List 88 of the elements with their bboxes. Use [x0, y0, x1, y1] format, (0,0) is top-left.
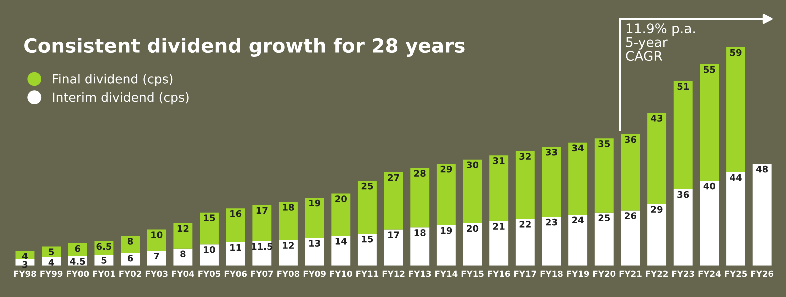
- data-label: 51: [678, 83, 690, 90]
- x-tick-label: FY01: [93, 270, 116, 278]
- data-label: 40: [704, 182, 716, 190]
- data-label: 22: [520, 221, 531, 228]
- data-label: 13: [310, 240, 320, 247]
- x-tick-label: FY18: [540, 270, 563, 278]
- data-label: 20: [336, 196, 347, 202]
- data-label: 4.5: [70, 258, 86, 265]
- data-label: 18: [414, 230, 426, 236]
- legend-label: Final dividend (cps): [53, 74, 173, 86]
- x-tick-label: FY17: [514, 270, 536, 278]
- data-label: 5: [49, 248, 54, 256]
- data-label: 17: [388, 232, 400, 238]
- data-label: 55: [704, 66, 716, 74]
- data-label: 6: [75, 245, 81, 252]
- data-label: 31: [493, 157, 505, 164]
- x-tick-label: FY98: [14, 270, 36, 278]
- data-label: 18: [283, 204, 294, 211]
- data-label: 35: [598, 140, 610, 148]
- data-label: 10: [152, 232, 163, 238]
- x-tick-label: FY00: [66, 270, 90, 278]
- data-label: 25: [362, 182, 374, 190]
- data-label: 25: [598, 214, 610, 222]
- data-label: 32: [520, 153, 531, 160]
- data-label: 43: [651, 115, 663, 122]
- data-label: 24: [572, 216, 584, 224]
- data-label: 28: [414, 170, 426, 177]
- data-label: 7: [154, 252, 160, 260]
- x-tick-label: FY26: [751, 270, 774, 278]
- x-tick-label: FY25: [725, 270, 748, 278]
- x-tick-label: FY20: [593, 270, 616, 278]
- x-tick-label: FY09: [304, 270, 326, 278]
- data-label: 12: [283, 242, 294, 249]
- data-label: 29: [440, 166, 452, 173]
- data-label: 11: [230, 244, 242, 252]
- data-label: 21: [494, 223, 505, 230]
- data-label: 26: [625, 212, 637, 220]
- data-label: 19: [310, 200, 321, 207]
- x-tick-label: FY11: [356, 270, 379, 278]
- data-label: 23: [546, 218, 558, 226]
- data-label: 4: [48, 259, 54, 266]
- data-label: 15: [362, 236, 374, 243]
- x-tick-label: FY21: [620, 270, 642, 278]
- data-label: 34: [572, 144, 584, 152]
- data-label: 15: [204, 214, 216, 222]
- x-tick-label: FY22: [646, 270, 668, 278]
- x-tick-label: FY19: [567, 270, 590, 278]
- x-tick-label: FY99: [40, 270, 63, 278]
- data-label: 59: [730, 49, 742, 56]
- x-tick-label: FY04: [172, 270, 194, 278]
- chart-title: Consistent dividend growth for 28 years: [24, 38, 465, 58]
- data-label: 14: [336, 238, 347, 245]
- x-tick-label: FY05: [198, 270, 221, 278]
- data-label: 8: [128, 238, 134, 245]
- x-tick-label: FY24: [698, 270, 721, 278]
- x-tick-label: FY07: [251, 270, 274, 278]
- x-tick-label: FY02: [120, 270, 142, 278]
- x-tick-label: FY10: [330, 270, 352, 278]
- data-label: 16: [230, 210, 242, 218]
- data-label: 4: [22, 252, 28, 260]
- data-label: 5: [102, 257, 107, 264]
- x-tick-label: FY12: [382, 270, 405, 278]
- data-label: 27: [388, 174, 400, 182]
- x-tick-label: FY03: [146, 270, 168, 278]
- data-label: 12: [178, 225, 189, 232]
- data-label: 19: [441, 227, 452, 234]
- data-label: 36: [678, 191, 690, 198]
- data-label: 36: [625, 136, 637, 144]
- x-tick-label: FY15: [462, 270, 484, 278]
- data-label: 33: [546, 148, 558, 156]
- data-label: 6.5: [96, 243, 112, 250]
- x-tick-label: FY13: [409, 270, 432, 278]
- annotation: 11.9% p.a. 5-year CAGR: [626, 24, 695, 62]
- data-label: 30: [467, 162, 479, 169]
- x-tick-label: FY16: [488, 270, 510, 278]
- data-label: 6: [128, 254, 134, 262]
- x-tick-label: FY14: [436, 270, 458, 278]
- x-tick-label: FY23: [672, 270, 694, 278]
- data-label: 48: [756, 166, 768, 173]
- x-tick-label: FY06: [224, 270, 248, 278]
- data-label: 44: [730, 174, 742, 182]
- data-label: 17: [256, 207, 268, 214]
- data-label: 29: [651, 206, 663, 214]
- data-label: 10: [204, 246, 216, 254]
- data-label: 20: [467, 225, 479, 232]
- data-label: 8: [180, 250, 186, 258]
- legend-label: Interim dividend (cps): [53, 92, 189, 105]
- x-tick-label: FY08: [278, 270, 300, 278]
